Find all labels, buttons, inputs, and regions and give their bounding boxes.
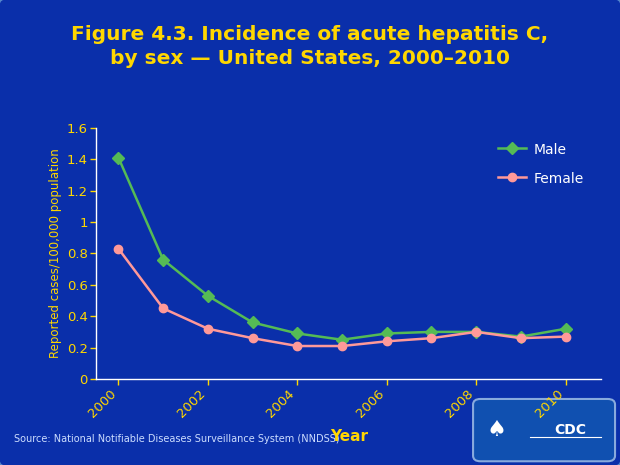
Text: CDC: CDC <box>554 423 587 437</box>
Y-axis label: Reported cases/100,000 population: Reported cases/100,000 population <box>50 148 63 359</box>
Text: ♠: ♠ <box>486 420 506 440</box>
FancyBboxPatch shape <box>473 399 615 461</box>
Text: Source: National Notifiable Diseases Surveillance System (NNDSS): Source: National Notifiable Diseases Sur… <box>14 434 339 445</box>
Legend: Male, Female: Male, Female <box>498 142 584 186</box>
X-axis label: Year: Year <box>330 429 368 444</box>
Text: Figure 4.3. Incidence of acute hepatitis C,
by sex — United States, 2000–2010: Figure 4.3. Incidence of acute hepatitis… <box>71 25 549 68</box>
